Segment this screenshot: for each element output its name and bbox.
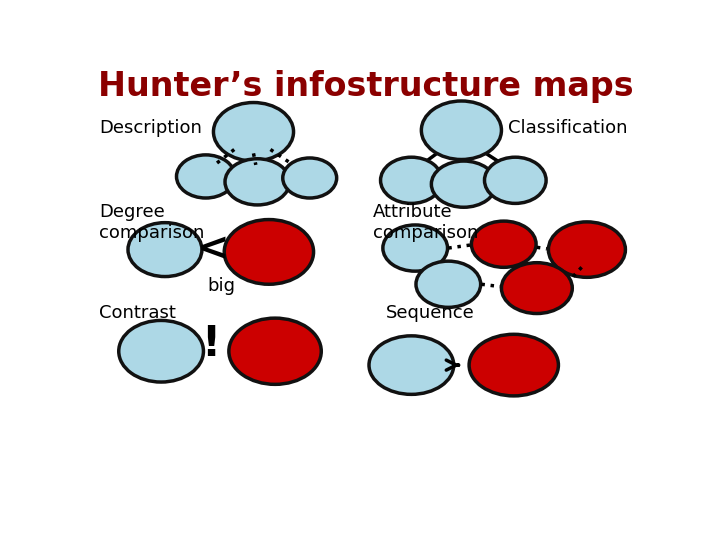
Ellipse shape bbox=[416, 261, 481, 307]
Ellipse shape bbox=[369, 336, 454, 394]
Ellipse shape bbox=[485, 157, 546, 204]
Text: big: big bbox=[207, 276, 235, 294]
Ellipse shape bbox=[128, 222, 202, 276]
Text: Attribute
comparison: Attribute comparison bbox=[373, 204, 478, 242]
Ellipse shape bbox=[176, 155, 235, 198]
Ellipse shape bbox=[381, 157, 442, 204]
Ellipse shape bbox=[469, 334, 559, 396]
Ellipse shape bbox=[225, 159, 289, 205]
Ellipse shape bbox=[431, 161, 496, 207]
Text: <: < bbox=[197, 231, 230, 268]
Ellipse shape bbox=[229, 318, 321, 384]
Text: !: ! bbox=[202, 322, 221, 365]
Ellipse shape bbox=[213, 103, 294, 161]
Text: Classification: Classification bbox=[508, 119, 627, 137]
Ellipse shape bbox=[119, 320, 204, 382]
Text: Contrast: Contrast bbox=[99, 303, 176, 321]
Ellipse shape bbox=[224, 220, 314, 284]
Ellipse shape bbox=[383, 225, 448, 271]
Text: Degree
comparison: Degree comparison bbox=[99, 204, 205, 242]
Ellipse shape bbox=[501, 262, 572, 314]
Ellipse shape bbox=[472, 221, 536, 267]
Text: Description: Description bbox=[99, 119, 202, 137]
Ellipse shape bbox=[283, 158, 337, 198]
Ellipse shape bbox=[549, 222, 626, 278]
Text: Hunter’s infostructure maps: Hunter’s infostructure maps bbox=[98, 70, 634, 103]
Text: Sequence: Sequence bbox=[386, 303, 474, 321]
Ellipse shape bbox=[421, 101, 501, 159]
